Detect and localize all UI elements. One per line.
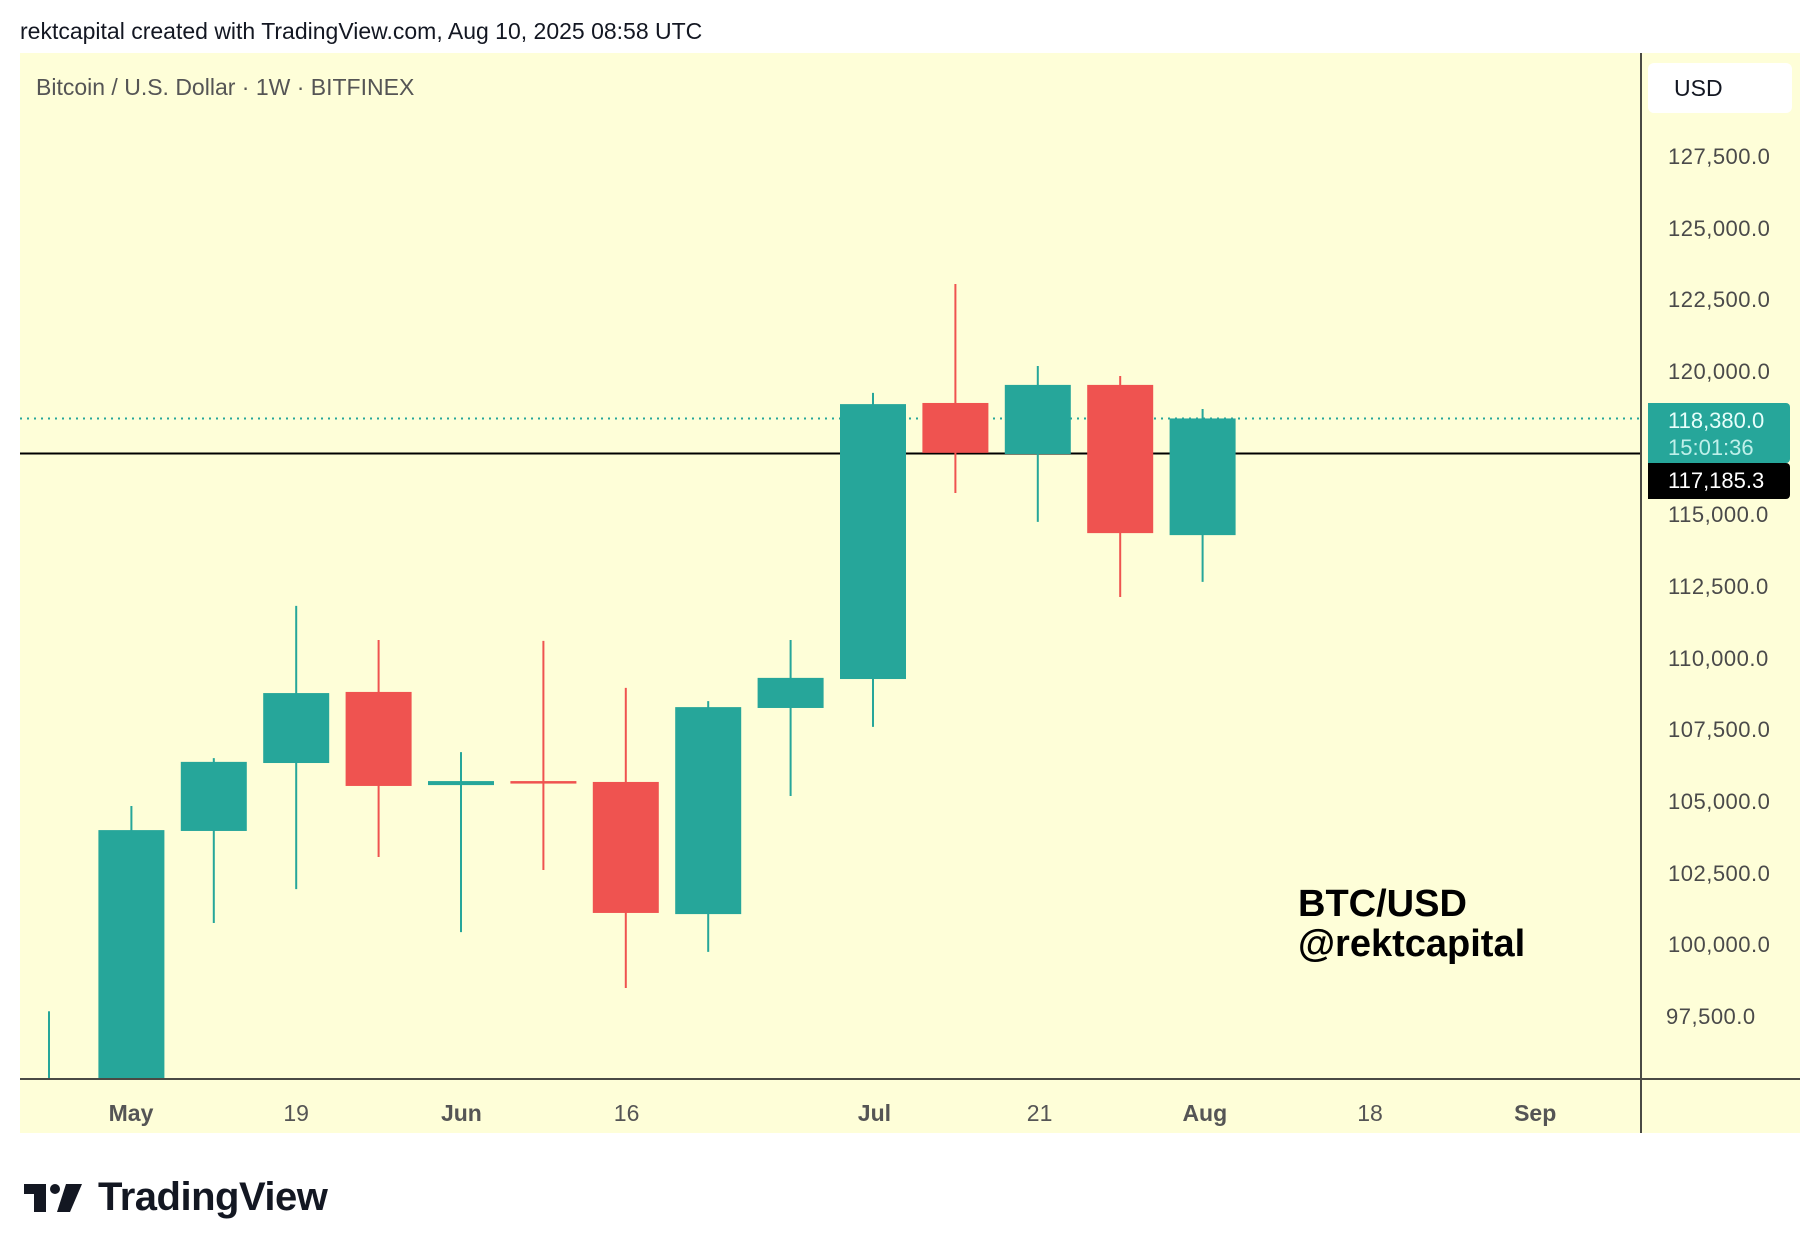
tradingview-logo[interactable]: TradingView [24, 1175, 328, 1220]
price-axis-label: 122,500.0 [1668, 287, 1771, 313]
time-axis-label: 21 [1026, 1100, 1053, 1126]
price-axis-label: 97,500.0 [1666, 1004, 1756, 1029]
horizontal-line-price-badge: 117,185.3 [1648, 463, 1790, 499]
candle [675, 701, 742, 952]
tradingview-logo-text: TradingView [98, 1175, 328, 1219]
candle [1169, 408, 1236, 582]
chart-credit: rektcapital created with TradingView.com… [20, 18, 703, 44]
time-axis-label: 19 [283, 1100, 309, 1126]
price-axis-label: 105,000.0 [1668, 789, 1771, 814]
price-axis-label: 110,000.0 [1668, 645, 1769, 671]
watermark-text: BTC/USD @rektcapital [1298, 884, 1525, 964]
price-axis-label: 112,500.0 [1668, 574, 1769, 599]
tradingview-logo-icon [24, 1183, 82, 1212]
price-axis-label: 100,000.0 [1668, 932, 1771, 958]
time-axis-label: Jul [857, 1100, 892, 1126]
last-price-value: 118,380.0 [1668, 408, 1765, 433]
time-axis-label: Aug [1182, 1100, 1228, 1126]
time-axis-label: May [108, 1100, 154, 1126]
horizontal-lines [20, 417, 1641, 455]
price-axis-label: 125,000.0 [1668, 215, 1771, 241]
price-axis-label: 115,000.0 [1668, 502, 1769, 528]
candle [592, 687, 659, 989]
symbol-title[interactable]: Bitcoin / U.S. Dollar · 1W · BITFINEX [36, 74, 415, 100]
price-axis-label: 120,000.0 [1668, 359, 1771, 384]
last-price-badge: 118,380.0 15:01:36 [1648, 403, 1790, 463]
chart-pane[interactable] [20, 53, 1800, 1133]
candle [1087, 376, 1154, 598]
candle [98, 806, 165, 1079]
time-axis-label: Sep [1514, 1100, 1557, 1126]
candle [922, 283, 989, 493]
candle [757, 640, 824, 796]
axes [20, 53, 1800, 1133]
candle [263, 605, 330, 890]
time-axis-label: 18 [1357, 1100, 1383, 1126]
candle [345, 640, 412, 858]
candle [428, 752, 494, 933]
price-axis-label: 107,500.0 [1668, 717, 1771, 743]
watermark-pair: BTC/USD [1298, 883, 1467, 925]
price-axis-label: 127,500.0 [1668, 144, 1771, 169]
candle [1004, 365, 1071, 522]
currency-button[interactable]: USD [1648, 63, 1792, 113]
candle [510, 640, 577, 870]
time-axis-label: Jun [440, 1100, 482, 1126]
watermark-author: @rektcapital [1298, 923, 1526, 965]
time-axis-label: 16 [613, 1100, 640, 1126]
bar-countdown: 15:01:36 [1668, 435, 1754, 460]
candle [180, 758, 247, 923]
candle [840, 392, 906, 727]
price-axis-label: 102,500.0 [1668, 860, 1771, 886]
candles [48, 283, 1236, 1079]
